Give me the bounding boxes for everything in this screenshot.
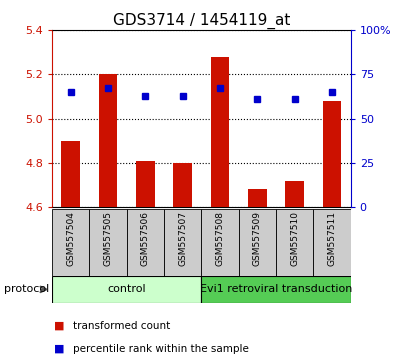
Bar — [52, 276, 201, 303]
Text: GSM557509: GSM557509 — [253, 211, 262, 266]
Text: GSM557511: GSM557511 — [327, 211, 337, 266]
Bar — [285, 181, 304, 207]
Bar — [276, 209, 313, 276]
Bar — [164, 209, 201, 276]
Bar — [61, 141, 80, 207]
Text: control: control — [107, 284, 146, 295]
Text: percentile rank within the sample: percentile rank within the sample — [73, 344, 249, 354]
Bar — [248, 189, 266, 207]
Text: GSM557508: GSM557508 — [215, 211, 225, 266]
Bar — [173, 163, 192, 207]
Bar — [313, 209, 351, 276]
Bar — [52, 209, 89, 276]
Text: GSM557505: GSM557505 — [103, 211, 112, 266]
Text: GSM557507: GSM557507 — [178, 211, 187, 266]
Text: GSM557510: GSM557510 — [290, 211, 299, 266]
Title: GDS3714 / 1454119_at: GDS3714 / 1454119_at — [112, 12, 290, 29]
Bar — [136, 161, 155, 207]
Bar — [89, 209, 127, 276]
Bar — [127, 209, 164, 276]
Bar — [99, 74, 117, 207]
Text: protocol: protocol — [4, 284, 49, 295]
Bar — [201, 276, 351, 303]
Text: GSM557504: GSM557504 — [66, 211, 75, 266]
Bar — [323, 101, 341, 207]
Text: transformed count: transformed count — [73, 321, 170, 331]
Text: ■: ■ — [54, 321, 64, 331]
Text: Evi1 retroviral transduction: Evi1 retroviral transduction — [200, 284, 352, 295]
Bar — [239, 209, 276, 276]
Text: ■: ■ — [54, 344, 64, 354]
Bar — [210, 57, 229, 207]
Text: GSM557506: GSM557506 — [141, 211, 150, 266]
Bar — [201, 209, 239, 276]
